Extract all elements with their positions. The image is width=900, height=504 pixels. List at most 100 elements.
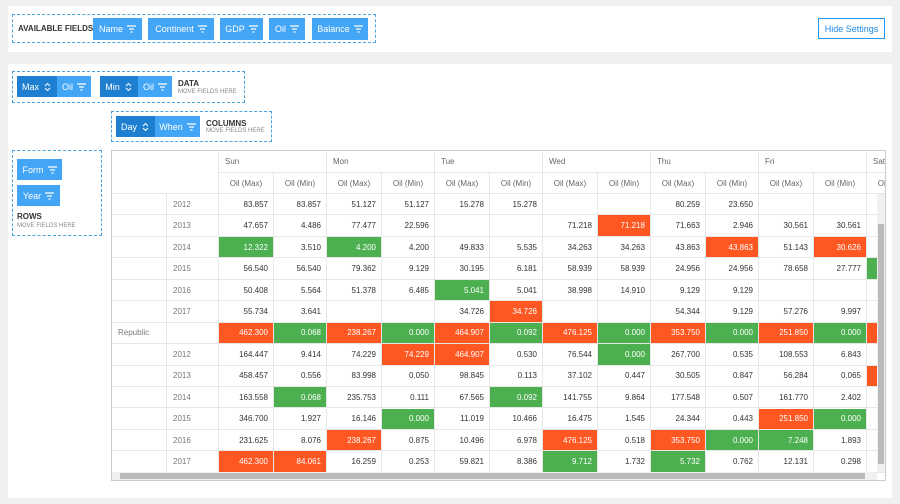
value-cell: 0.535 [706,344,759,366]
value-cell: 5.041 [435,279,490,302]
value-cell: 238.267 [327,429,382,452]
data-area [12,71,245,103]
day-header[interactable]: Tue [435,151,543,173]
value-cell: 0.443 [706,408,759,430]
value-cell [867,409,885,430]
value-cell: 15.278 [435,194,490,216]
value-cell: 30.505 [651,365,706,388]
value-cell: 71.218 [543,215,598,237]
value-cell: 77.477 [327,215,382,237]
value-cell: 57.276 [759,301,814,323]
filter-icon [248,25,258,33]
value-cell: 12.322 [219,236,274,259]
filter-icon [45,191,55,200]
row-group [112,408,167,430]
value-cell: 15.278 [490,194,543,216]
value-cell [867,237,885,259]
value-cell: 0.068 [274,322,327,345]
row-year [167,322,219,345]
button-text: Oil [62,81,73,92]
value-cell: 22.596 [382,215,435,237]
measure-header: Oil (Max) [543,173,598,194]
measure-header: Oil (Min) [274,173,327,194]
row-year: 2014 [167,387,219,409]
value-cell: 0.447 [598,365,651,388]
value-cell: 34.263 [598,236,651,259]
value-cell: 34.263 [543,236,598,259]
value-cell: 84.061 [274,451,327,473]
day-header[interactable]: Wed [543,151,651,173]
value-cell: 54.344 [651,301,706,323]
value-cell: 476.125 [543,322,598,345]
value-cell: 83.857 [219,194,274,216]
value-cell [814,279,867,302]
value-cell: 0.065 [814,365,867,388]
field-button[interactable]: Year [17,185,60,206]
value-cell: 0.762 [706,451,759,473]
row-year: 2012 [167,194,219,216]
value-cell: 56.540 [274,258,327,280]
value-cell: 9.129 [706,279,759,302]
field-button[interactable]: Min [100,76,138,97]
day-header[interactable]: Fri [759,151,867,173]
measure-header: Oil (Min) [490,173,543,194]
field-button[interactable]: Oil [269,18,305,40]
field-button[interactable]: Form [17,159,62,180]
day-header[interactable]: Sun [219,151,327,173]
value-cell: 56.540 [219,258,274,280]
field-button[interactable]: Name [93,18,142,40]
day-header[interactable]: Thu [651,151,759,173]
value-cell: 5.732 [651,451,706,473]
value-cell: 0.000 [814,322,867,345]
value-cell: 0.000 [382,408,435,430]
value-cell [598,301,651,323]
value-cell [490,215,543,237]
day-header[interactable]: Mon [327,151,435,173]
measure-header: Oil (Min) [598,173,651,194]
value-cell: 7.248 [759,429,814,452]
value-cell: 16.146 [327,408,382,430]
field-button[interactable]: Max [17,76,57,97]
v-thumb[interactable] [878,224,884,464]
row-year: 2012 [167,344,219,366]
button-text: Balance [317,24,350,34]
field-button[interactable]: Day [116,116,155,137]
value-cell: 353.750 [651,322,706,345]
value-cell: 476.125 [543,429,598,452]
h-thumb[interactable] [120,473,865,479]
value-cell: 5.041 [490,279,543,302]
value-cell: 0.000 [598,322,651,345]
measure-header: Oil (Max) [651,173,706,194]
value-cell [543,194,598,216]
measure-header: Oil (Max) [759,173,814,194]
filter-icon [77,82,86,91]
value-cell: 47.657 [219,215,274,237]
hide-settings[interactable]: Hide Settings [818,18,885,39]
value-cell: 3.641 [274,301,327,323]
row-group [112,387,167,409]
value-cell: 0.530 [490,344,543,366]
value-cell [867,344,885,366]
field-button[interactable]: When [155,116,200,137]
value-cell: 1.732 [598,451,651,473]
filter-icon [197,25,207,33]
columns-label: COLUMNS [206,119,247,128]
value-cell: 4.200 [327,236,382,259]
field-button[interactable]: Continent [148,18,214,40]
sort-icon [125,82,132,91]
field-button[interactable]: GDP [220,18,263,40]
value-cell: 238.267 [327,322,382,345]
day-header[interactable]: Sat [867,151,885,173]
value-cell [867,280,885,302]
v-scrollbar[interactable] [877,194,885,472]
field-button[interactable]: Oil [138,76,172,97]
value-cell: 98.845 [435,365,490,388]
value-cell: 462.300 [219,322,274,345]
fields-area [12,14,376,43]
field-button[interactable]: Balance [312,18,368,40]
value-cell: 8.386 [490,451,543,473]
field-button[interactable]: Oil [57,76,91,97]
h-scrollbar[interactable] [112,472,877,480]
value-cell: 2.402 [814,387,867,409]
button-text: Max [21,81,39,92]
